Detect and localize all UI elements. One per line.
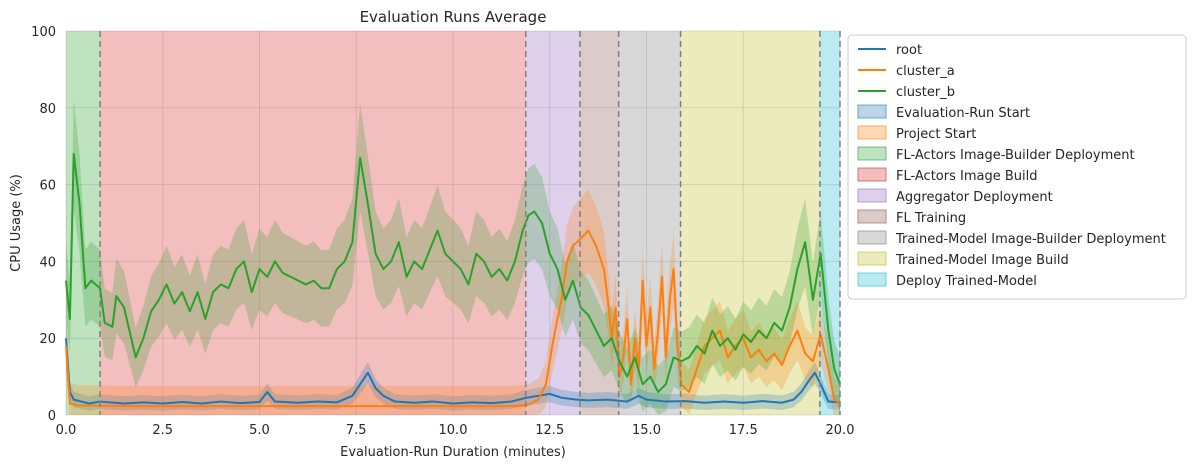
ci-band-cluster_a	[66, 189, 840, 415]
plot-background	[66, 31, 840, 415]
y-tick-label: 100	[31, 25, 56, 40]
phase-band-1	[100, 31, 526, 415]
legend-label: FL Training	[896, 211, 966, 226]
y-tick-label: 0	[48, 409, 56, 424]
legend-label: FL-Actors Image Build	[896, 169, 1038, 184]
x-tick-label: 10.0	[439, 423, 468, 438]
legend: root cluster_a cluster_b Evaluation-Run Sta…	[847, 34, 1187, 300]
legend-label: Evaluation-Run Start	[896, 106, 1030, 121]
legend-swatch-patch-3	[857, 167, 887, 182]
legend-swatch-patch-5	[857, 209, 887, 224]
legend-label: Trained-Model Image Build	[895, 253, 1069, 268]
y-tick-label: 40	[39, 255, 56, 270]
legend-label: Project Start	[896, 127, 976, 142]
y-axis-ticks: 0 20 40 60 80 100	[31, 25, 56, 424]
legend-label: root	[896, 43, 922, 58]
phase-band-6	[819, 31, 840, 415]
legend-swatch-patch-6	[857, 230, 887, 245]
legend-label: Trained-Model Image-Builder Deployment	[895, 232, 1166, 247]
legend-swatch-patch-0	[857, 104, 887, 119]
chart-title: Evaluation Runs Average	[360, 8, 547, 26]
x-tick-label: 7.5	[346, 423, 367, 438]
y-tick-label: 60	[39, 179, 56, 194]
x-axis-label: Evaluation-Run Duration (minutes)	[340, 445, 566, 460]
x-tick-label: 15.0	[632, 423, 661, 438]
legend-frame	[847, 34, 1187, 300]
plot-area	[66, 31, 840, 415]
x-tick-label: 0.0	[56, 423, 77, 438]
legend-label: cluster_b	[896, 85, 955, 100]
legend-swatch-patch-2	[857, 146, 887, 161]
legend-label: FL-Actors Image-Builder Deployment	[896, 148, 1135, 163]
legend-swatch-patch-8	[857, 272, 887, 287]
ci-band-cluster_b	[66, 99, 840, 415]
x-tick-label: 5.0	[249, 423, 270, 438]
phase-bands	[66, 31, 840, 415]
x-tick-label: 12.5	[535, 423, 564, 438]
x-tick-label: 17.5	[729, 423, 758, 438]
y-tick-label: 80	[39, 102, 56, 117]
legend-label: Deploy Trained-Model	[896, 274, 1037, 289]
x-tick-label: 2.5	[152, 423, 173, 438]
y-axis-label: CPU Usage (%)	[9, 174, 24, 272]
x-tick-label: 20.0	[826, 423, 855, 438]
legend-swatch-patch-1	[857, 125, 887, 140]
legend-label: cluster_a	[896, 64, 955, 79]
legend-swatch-patch-4	[857, 188, 887, 203]
y-tick-label: 20	[39, 332, 56, 347]
series-line-cluster_a	[65, 229, 841, 408]
legend-swatch-patch-7	[857, 251, 887, 266]
series-lines	[65, 152, 841, 408]
x-axis-ticks: 0.0 2.5 5.0 7.5 10.0 12.5 15.0 17.5 20.0	[56, 423, 855, 438]
phase-band-3	[579, 31, 619, 415]
legend-label: Aggregator Deployment	[896, 190, 1053, 205]
series-line-cluster_b	[65, 152, 841, 393]
series-line-root	[65, 338, 841, 405]
phase-boundary-lines	[99, 31, 841, 415]
phase-band-2	[525, 31, 580, 415]
